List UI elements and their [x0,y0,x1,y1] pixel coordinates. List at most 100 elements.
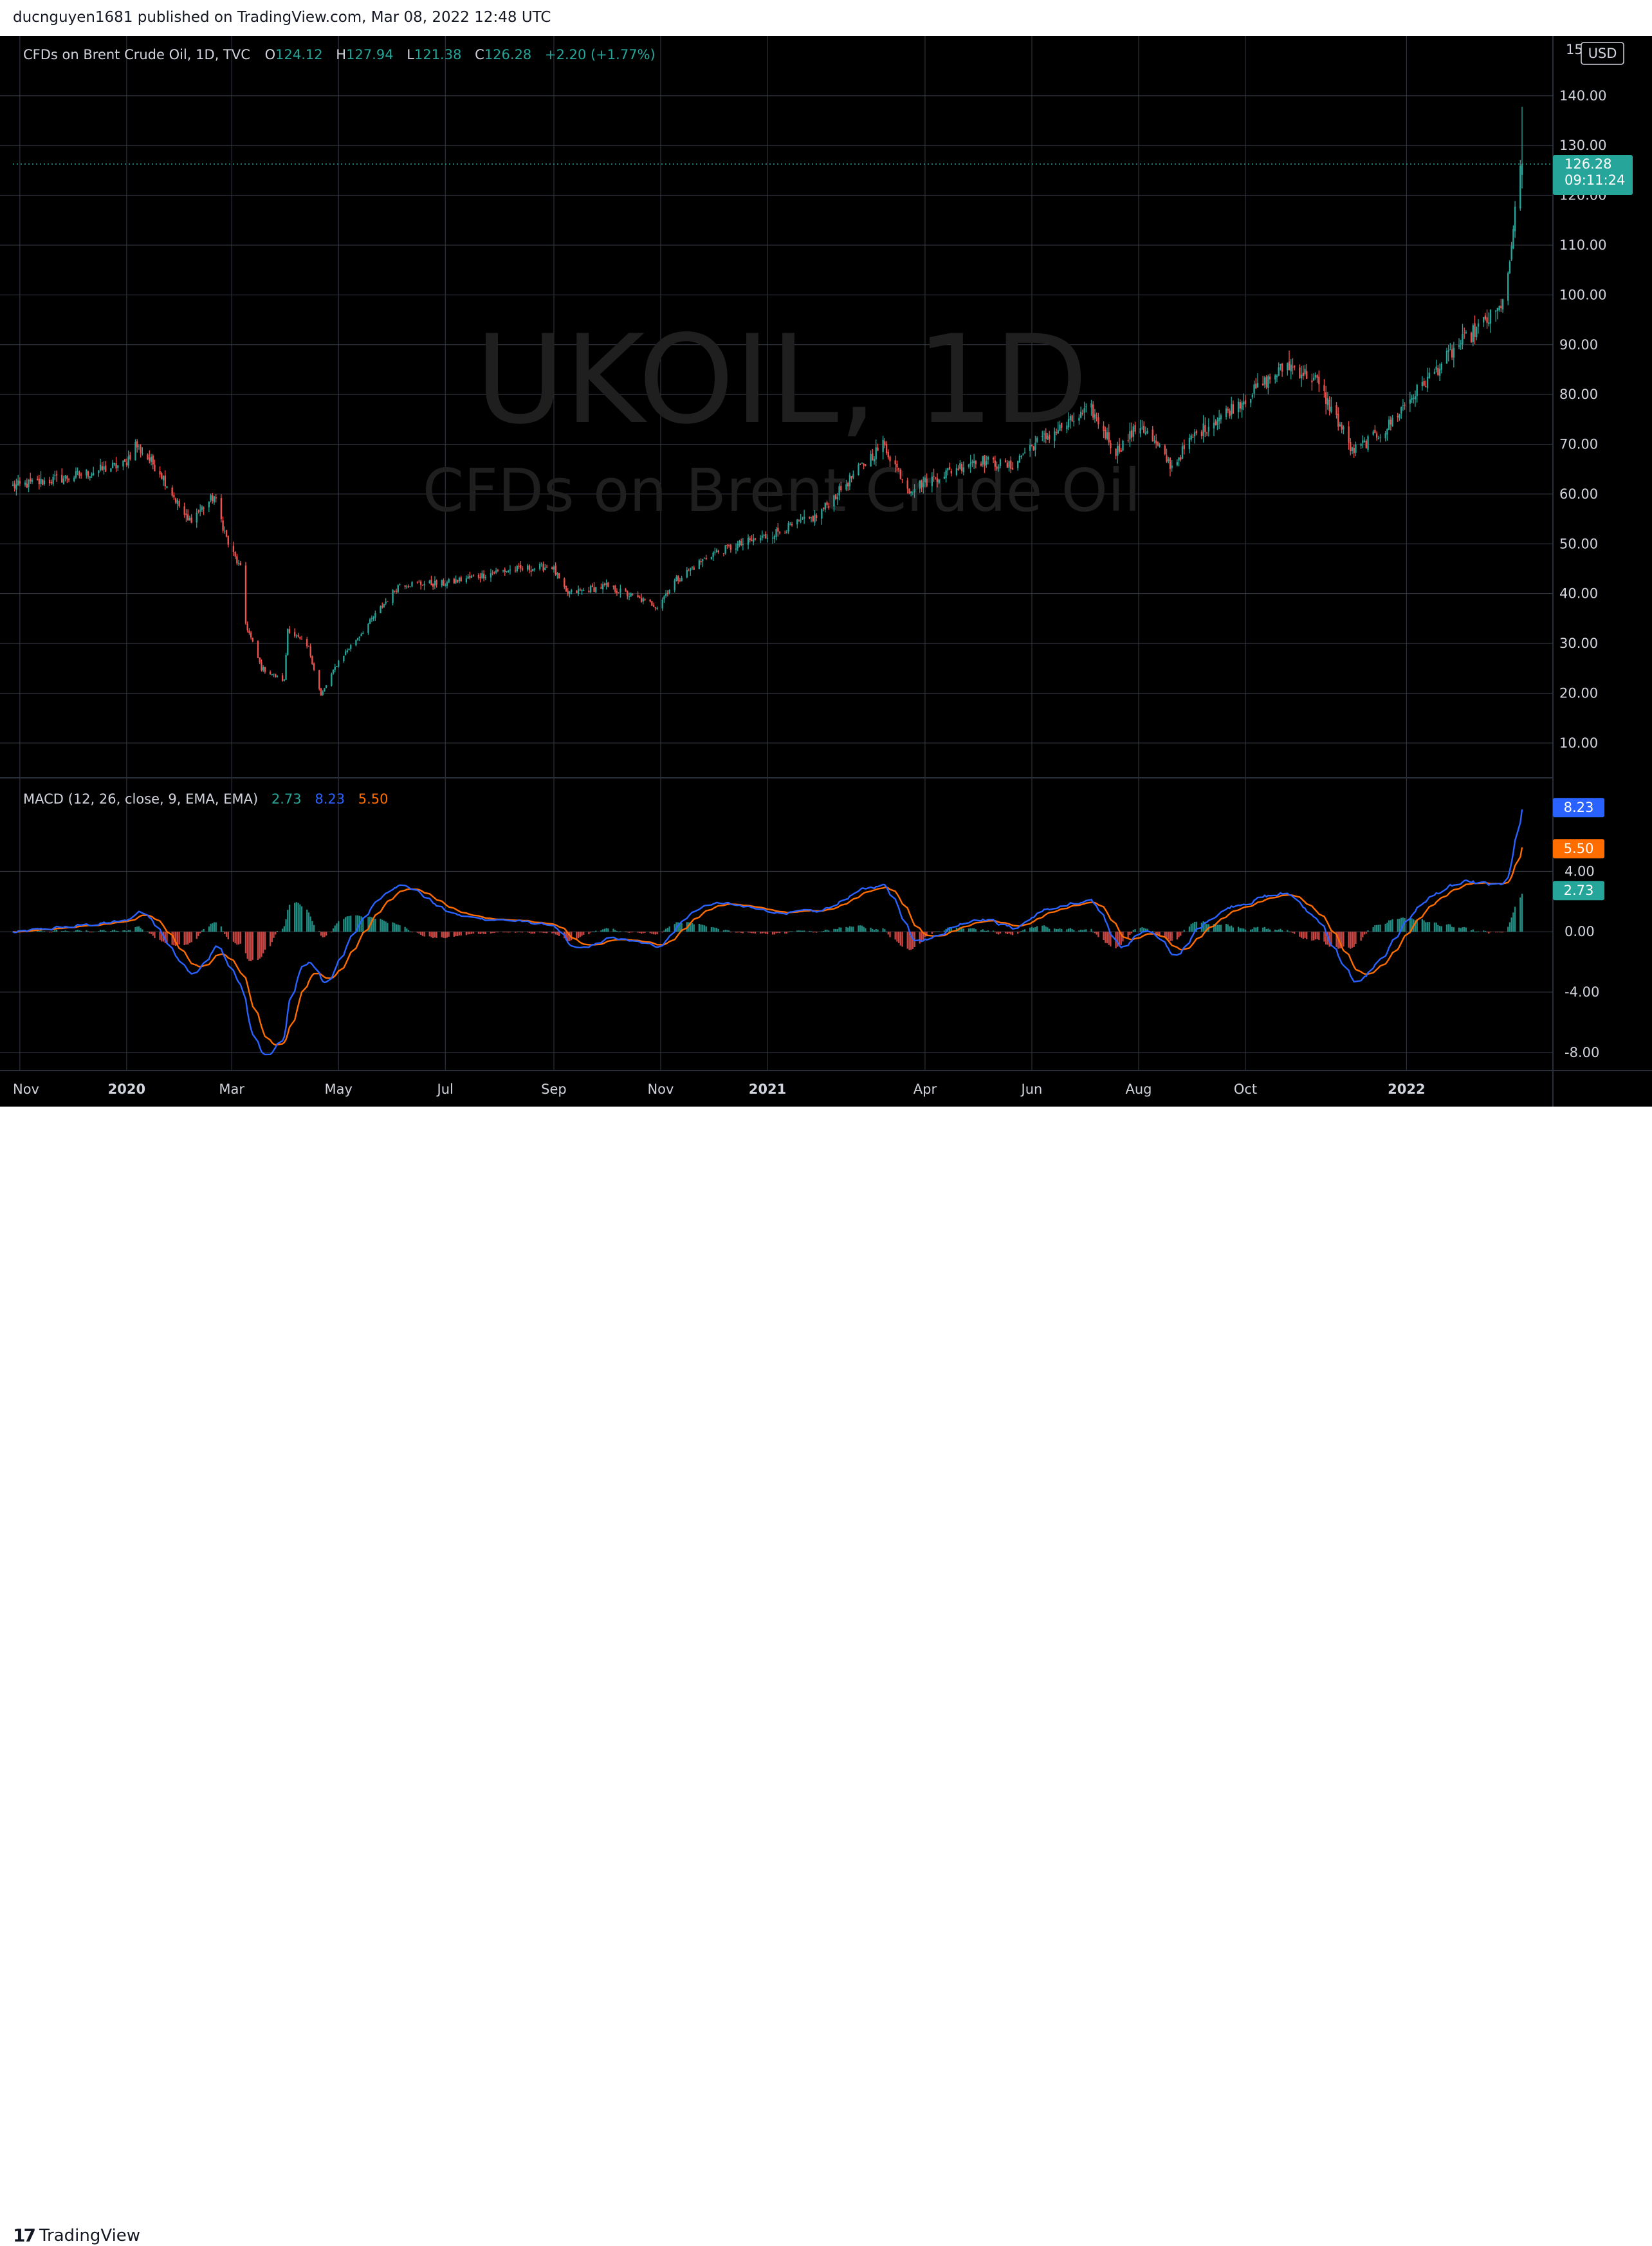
candle-body [579,589,581,591]
candle-body [1255,383,1257,389]
candle-body [234,551,236,557]
candle-body [913,489,915,492]
candle-body [1325,392,1327,404]
macd-histogram-bar [628,932,630,933]
macd-histogram-bar [222,931,224,932]
macd-histogram-bar [712,927,714,932]
legend-low-value: 121.38 [414,47,461,62]
candle-body [775,529,777,537]
macd-histogram-bar [387,923,389,932]
macd-histogram-bar [161,932,163,942]
macd-histogram-bar [215,922,217,932]
chart-canvas[interactable]: UKOIL, 1D CFDs on Brent Crude Oil 10.00 2… [0,36,1652,1107]
candle-body [374,613,376,618]
macd-histogram-bar [428,932,430,937]
macd-histogram-bar [1423,920,1425,932]
candle-body [589,586,592,593]
macd-histogram-bar [810,931,812,932]
macd-histogram-bar [773,932,776,935]
currency-badge[interactable] [1581,42,1624,65]
candle-body [528,565,531,571]
candle-body [1032,446,1034,450]
macd-histogram-bar [1241,928,1243,932]
candle-body [751,540,753,542]
candle-body [1092,404,1094,418]
candle-body [565,585,567,592]
candle-body [495,570,497,573]
candle-body [663,596,665,600]
candle-body [945,470,947,479]
candle-body [1159,445,1161,447]
macd-histogram-bar [840,927,842,932]
candle-body [1071,415,1073,421]
legend-high-value: 127.94 [346,47,393,62]
candle-body [411,582,413,587]
candle-body [765,533,767,538]
macd-histogram-bar [1159,932,1161,935]
candle-body [1200,431,1203,436]
candle-body [1335,405,1337,415]
candle-body [1115,448,1117,456]
candle-body [467,576,469,579]
candle-body [1164,445,1166,454]
candle-body [1232,404,1234,414]
candle-body [1193,432,1196,437]
candle-body [960,464,963,472]
candle-body [1379,437,1381,438]
candle-body [1110,443,1112,448]
candle-body [712,552,714,557]
candle-body [1042,436,1043,437]
candle-body [1157,442,1159,446]
macd-histogram-bar [244,932,247,953]
candle-body [300,638,303,640]
macd-histogram-bar [490,932,492,934]
candle-body [908,488,910,493]
candle-body [821,509,823,519]
macd-histogram-bar [753,932,755,934]
macd-histogram-bar [908,932,910,950]
candle-body [1437,367,1439,376]
candle-body [1153,440,1155,441]
tradingview-logo[interactable]: 𝟭𝟳 TradingView [13,2225,140,2246]
macd-histogram-bar [913,932,915,948]
macd-histogram-bar [1031,926,1033,932]
candle-body [1054,431,1056,441]
macd-histogram-bar [171,932,173,945]
candle-body [441,580,443,586]
time-axis[interactable]: Nov 2020 Mar May Jul Sep Nov 2021 Apr Jun Aug Oct 20… [13,1082,1426,1097]
candle-body [935,477,937,479]
macd-histogram-bar [1081,930,1084,932]
macd-histogram-bar [374,919,376,932]
candle-body [91,474,93,476]
macd-histogram-bar [1294,932,1296,934]
price-axis[interactable]: 10.00 20.00 30.00 40.00 50.00 60.00 70.00 80.00… [1559,88,1606,1060]
macd-histogram-bar [1367,930,1369,932]
candle-body [992,457,995,460]
candle-body [318,670,320,689]
candle-body [1476,327,1478,338]
candle-body [591,585,594,587]
macd-histogram-bar [998,932,1000,935]
macd-histogram-bar [887,932,889,935]
macd-histogram-bar [1110,932,1112,947]
macd-histogram-bar [1325,932,1327,945]
macd-histogram-bar [565,932,567,941]
macd-histogram-bar [1446,925,1448,932]
macd-histogram-bar [528,932,531,933]
candle-body [1428,373,1430,378]
macd-histogram-bar [1341,932,1343,948]
candle-body [1204,425,1206,432]
macd-histogram-bar [1244,929,1247,932]
macd-histogram-bar [906,932,908,949]
signal-line [12,847,1523,1046]
candle-body [1169,457,1171,469]
candle-body [1414,396,1417,400]
candle-body [887,452,889,457]
candle-body [889,456,891,461]
macd-histogram-bar [982,929,984,932]
macd-histogram-bar [553,932,555,934]
candle-body [1008,461,1010,468]
candle-body [1168,459,1170,462]
candle-body [1018,456,1021,463]
candle-body [1127,440,1129,441]
